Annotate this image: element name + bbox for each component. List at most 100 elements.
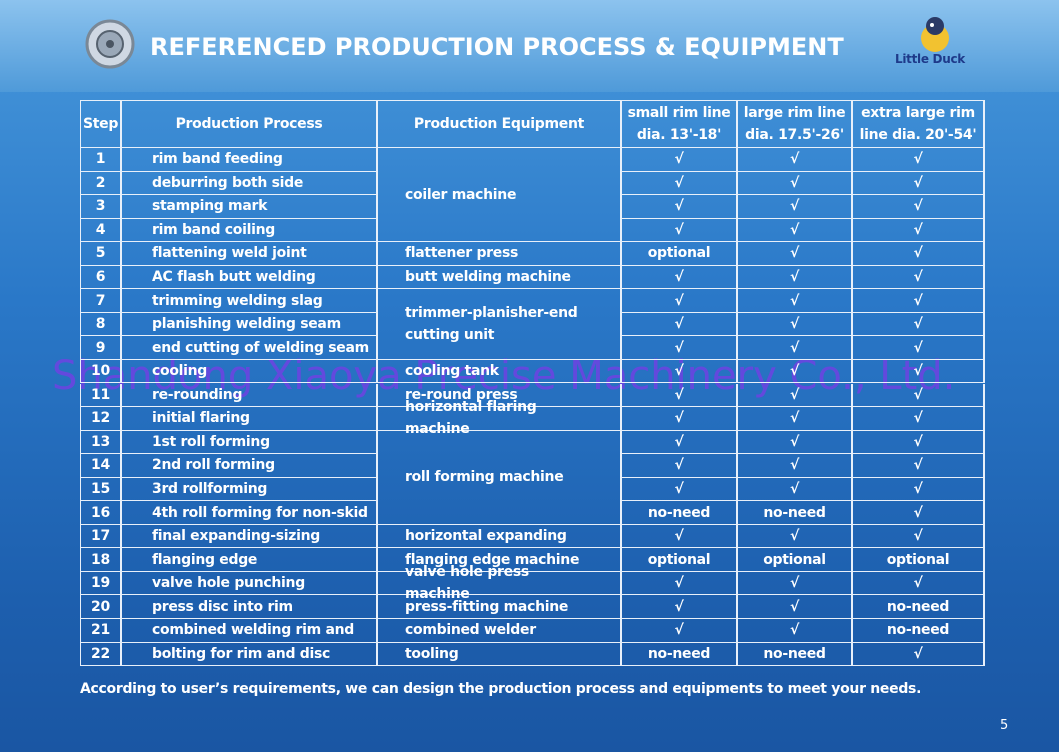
cell-text: valve hole press machine xyxy=(405,564,529,603)
cell-text: √ xyxy=(913,504,923,521)
step-cell: 16 xyxy=(80,501,122,525)
cell-text: bolting for rim and disc xyxy=(152,645,331,662)
step-cell: 1 xyxy=(80,148,122,172)
cell-text: AC flash butt welding xyxy=(152,269,316,286)
cell-text: trimmer-planisher-end cutting unit xyxy=(405,305,578,344)
cell-text: √ xyxy=(674,221,684,238)
cell-text: press-fitting machine xyxy=(405,598,569,615)
logo-text: Little Duck xyxy=(895,52,965,66)
step-cell: 6 xyxy=(80,265,122,290)
cell-text: √ xyxy=(789,221,800,238)
cell-text: re-round press xyxy=(405,386,518,403)
extra-cell: no-need xyxy=(853,619,985,643)
cell-text: √ xyxy=(913,575,923,592)
cell-text: √ xyxy=(789,433,800,450)
equipment-cell: re-round press xyxy=(378,383,622,408)
process-cell: press disc into rim xyxy=(122,595,378,619)
extra-cell: √ xyxy=(853,265,985,290)
process-cell: 2nd roll forming xyxy=(122,454,378,478)
process-cell: flanging edge xyxy=(122,548,378,572)
small-cell: √ xyxy=(622,430,738,455)
large-cell: √ xyxy=(738,619,853,643)
cell-text: re-rounding xyxy=(152,386,243,403)
process-cell: rim band feeding xyxy=(122,148,378,172)
extra-cell: √ xyxy=(853,383,985,408)
process-cell: planishing welding seam xyxy=(122,312,378,337)
process-cell: bolting for rim and disc xyxy=(122,642,378,667)
step-cell: 14 xyxy=(80,454,122,478)
cell-text: √ xyxy=(674,386,684,403)
cell-text: 1st roll forming xyxy=(152,433,270,450)
process-cell: deburring both side xyxy=(122,171,378,196)
step-cell: 20 xyxy=(80,595,122,619)
small-cell: no-need xyxy=(622,501,738,525)
cell-text: √ xyxy=(789,316,800,333)
cell-text: Step xyxy=(82,116,119,132)
cell-text: flattening weld joint xyxy=(152,245,307,262)
extra-cell: √ xyxy=(853,454,985,478)
cell-text: flanging edge machine xyxy=(405,551,580,568)
equipment-cell: flattener press xyxy=(378,242,622,266)
cell-text: 19 xyxy=(91,575,110,592)
cell-text: no-need xyxy=(763,645,826,662)
small-cell: √ xyxy=(622,171,738,196)
large-cell: √ xyxy=(738,595,853,619)
small-cell: √ xyxy=(622,595,738,619)
small-cell: √ xyxy=(622,289,738,313)
step-cell: 9 xyxy=(80,336,122,360)
large-cell: √ xyxy=(738,454,853,478)
header-cell: Step xyxy=(80,100,122,148)
large-cell: √ xyxy=(738,218,853,243)
step-cell: 11 xyxy=(80,383,122,408)
footer-note: According to user’s requirements, we can… xyxy=(80,681,922,697)
large-cell: √ xyxy=(738,336,853,360)
cell-text: no-need xyxy=(886,598,950,615)
cell-text: √ xyxy=(789,269,800,286)
process-cell: end cutting of welding seam xyxy=(122,336,378,360)
equipment-cell: tooling xyxy=(378,642,622,667)
cell-text: final expanding-sizing xyxy=(152,528,321,545)
extra-cell: no-need xyxy=(853,595,985,619)
cell-text: √ xyxy=(674,174,684,191)
large-cell: √ xyxy=(738,407,853,431)
cell-text: √ xyxy=(674,622,684,639)
extra-cell: √ xyxy=(853,407,985,431)
cell-text: press disc into rim xyxy=(152,598,293,615)
cell-text: 3 xyxy=(95,198,106,215)
cell-text: cooling xyxy=(152,363,208,380)
cell-text: 16 xyxy=(91,504,110,521)
step-cell: 8 xyxy=(80,312,122,337)
cell-text: tooling xyxy=(405,645,459,662)
cell-text: √ xyxy=(913,363,923,380)
cell-text: 20 xyxy=(91,598,110,615)
cell-text: 3rd rollforming xyxy=(152,480,268,497)
extra-cell: √ xyxy=(853,289,985,313)
process-cell: rim band coiling xyxy=(122,218,378,243)
page-number: 5 xyxy=(1000,717,1008,733)
small-cell: √ xyxy=(622,359,738,384)
small-cell: √ xyxy=(622,477,738,502)
small-cell: no-need xyxy=(622,642,738,667)
extra-cell: √ xyxy=(853,359,985,384)
cell-text: 2 xyxy=(95,174,106,191)
cell-text: √ xyxy=(913,433,923,450)
cell-text: end cutting of welding seam xyxy=(152,339,369,356)
small-cell: √ xyxy=(622,336,738,360)
process-cell: flattening weld joint xyxy=(122,242,378,266)
cell-text: 14 xyxy=(91,457,110,474)
equipment-cell: butt welding machine xyxy=(378,265,622,290)
cell-text: √ xyxy=(674,598,684,615)
large-cell: √ xyxy=(738,242,853,266)
cell-text: 15 xyxy=(91,480,110,497)
step-cell: 21 xyxy=(80,619,122,643)
small-cell: optional xyxy=(622,242,738,266)
extra-cell: √ xyxy=(853,477,985,502)
small-cell: √ xyxy=(622,218,738,243)
cell-text: butt welding machine xyxy=(405,269,571,286)
title: REFERENCED PRODUCTION PROCESS & EQUIPMEN… xyxy=(150,33,844,61)
process-cell: cooling xyxy=(122,359,378,384)
cell-text: rim band coiling xyxy=(152,221,275,238)
cell-text: 12 xyxy=(91,410,110,427)
equipment-cell: horizontal flaring machine xyxy=(378,399,622,437)
extra-cell: √ xyxy=(853,524,985,549)
